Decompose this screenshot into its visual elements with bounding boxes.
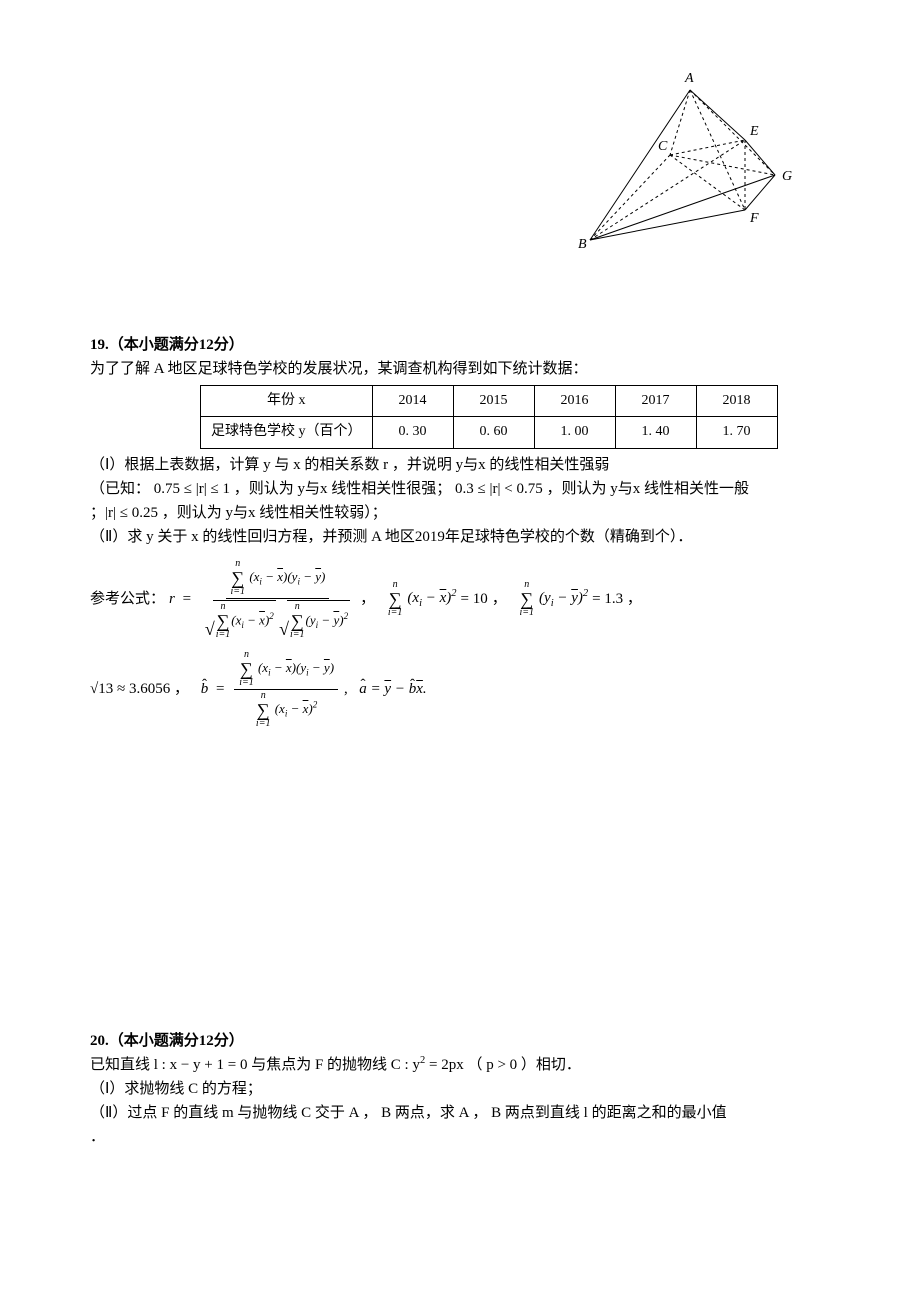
table-row: 足球特色学校 y（百个） 0. 30 0. 60 1. 00 1. 40 1. … xyxy=(201,417,778,448)
label-c: C xyxy=(658,139,668,154)
q19-heading: 19.（本小题满分12分） xyxy=(90,333,830,357)
row-label: 足球特色学校 y（百个） xyxy=(201,417,373,448)
label-e: E xyxy=(749,124,759,139)
label-g: G xyxy=(782,169,792,184)
cell: 1. 70 xyxy=(696,417,777,448)
col-header: 2018 xyxy=(696,386,777,417)
table-row: 年份 x 2014 2015 2016 2017 2018 xyxy=(201,386,778,417)
label-b: B xyxy=(578,237,587,252)
q19-part2: （Ⅱ）求 y 关于 x 的线性回归方程，并预测 A 地区2019年足球特色学校的… xyxy=(90,525,830,549)
col-header: 2015 xyxy=(453,386,534,417)
reference-formula-bhat: √13 ≈ 3.6056 ， b = n∑i=1 (xi − x)(yi − y… xyxy=(90,650,830,729)
cell: 0. 60 xyxy=(453,417,534,448)
cell: 1. 40 xyxy=(615,417,696,448)
col-header: 2016 xyxy=(534,386,615,417)
geometry-figure: A B C E F G xyxy=(90,70,830,273)
q20-heading: 20.（本小题满分12分） xyxy=(90,1029,830,1053)
q20-dot: ． xyxy=(90,1125,830,1149)
q19-intro: 为了了解 A 地区足球特色学校的发展状况，某调查机构得到如下统计数据： xyxy=(90,357,830,381)
tetrahedron-diagram: A B C E F G xyxy=(570,70,800,265)
q19-known2: ；|r| ≤ 0.25 ，则认为 y与x 线性相关性较弱）； xyxy=(90,501,830,525)
col-header: 年份 x xyxy=(201,386,373,417)
q19-known: （已知： 0.75 ≤ |r| ≤ 1 ，则认为 y与x 线性相关性很强； 0.… xyxy=(90,477,830,501)
cell: 1. 00 xyxy=(534,417,615,448)
q20-line1: 已知直线 l : x − y + 1 = 0 与焦点为 F 的抛物线 C : y… xyxy=(90,1053,830,1077)
q20-part1: （Ⅰ）求抛物线 C 的方程； xyxy=(90,1077,830,1101)
col-header: 2017 xyxy=(615,386,696,417)
question-19: 19.（本小题满分12分） 为了了解 A 地区足球特色学校的发展状况，某调查机构… xyxy=(90,333,830,729)
col-header: 2014 xyxy=(372,386,453,417)
label-a: A xyxy=(684,71,694,86)
reference-formula-r: 参考公式： r = n∑i=1 (xi − x)(yi − y) n∑i=1 (… xyxy=(90,559,830,640)
label-f: F xyxy=(749,211,759,226)
question-20: 20.（本小题满分12分） 已知直线 l : x − y + 1 = 0 与焦点… xyxy=(90,1029,830,1149)
cell: 0. 30 xyxy=(372,417,453,448)
q19-part1: （Ⅰ）根据上表数据，计算 y 与 x 的相关系数 r ，并说明 y与x 的线性相… xyxy=(90,453,830,477)
q20-part2: （Ⅱ）过点 F 的直线 m 与抛物线 C 交于 A ， B 两点，求 A ， B… xyxy=(90,1101,830,1125)
data-table: 年份 x 2014 2015 2016 2017 2018 足球特色学校 y（百… xyxy=(200,385,778,449)
